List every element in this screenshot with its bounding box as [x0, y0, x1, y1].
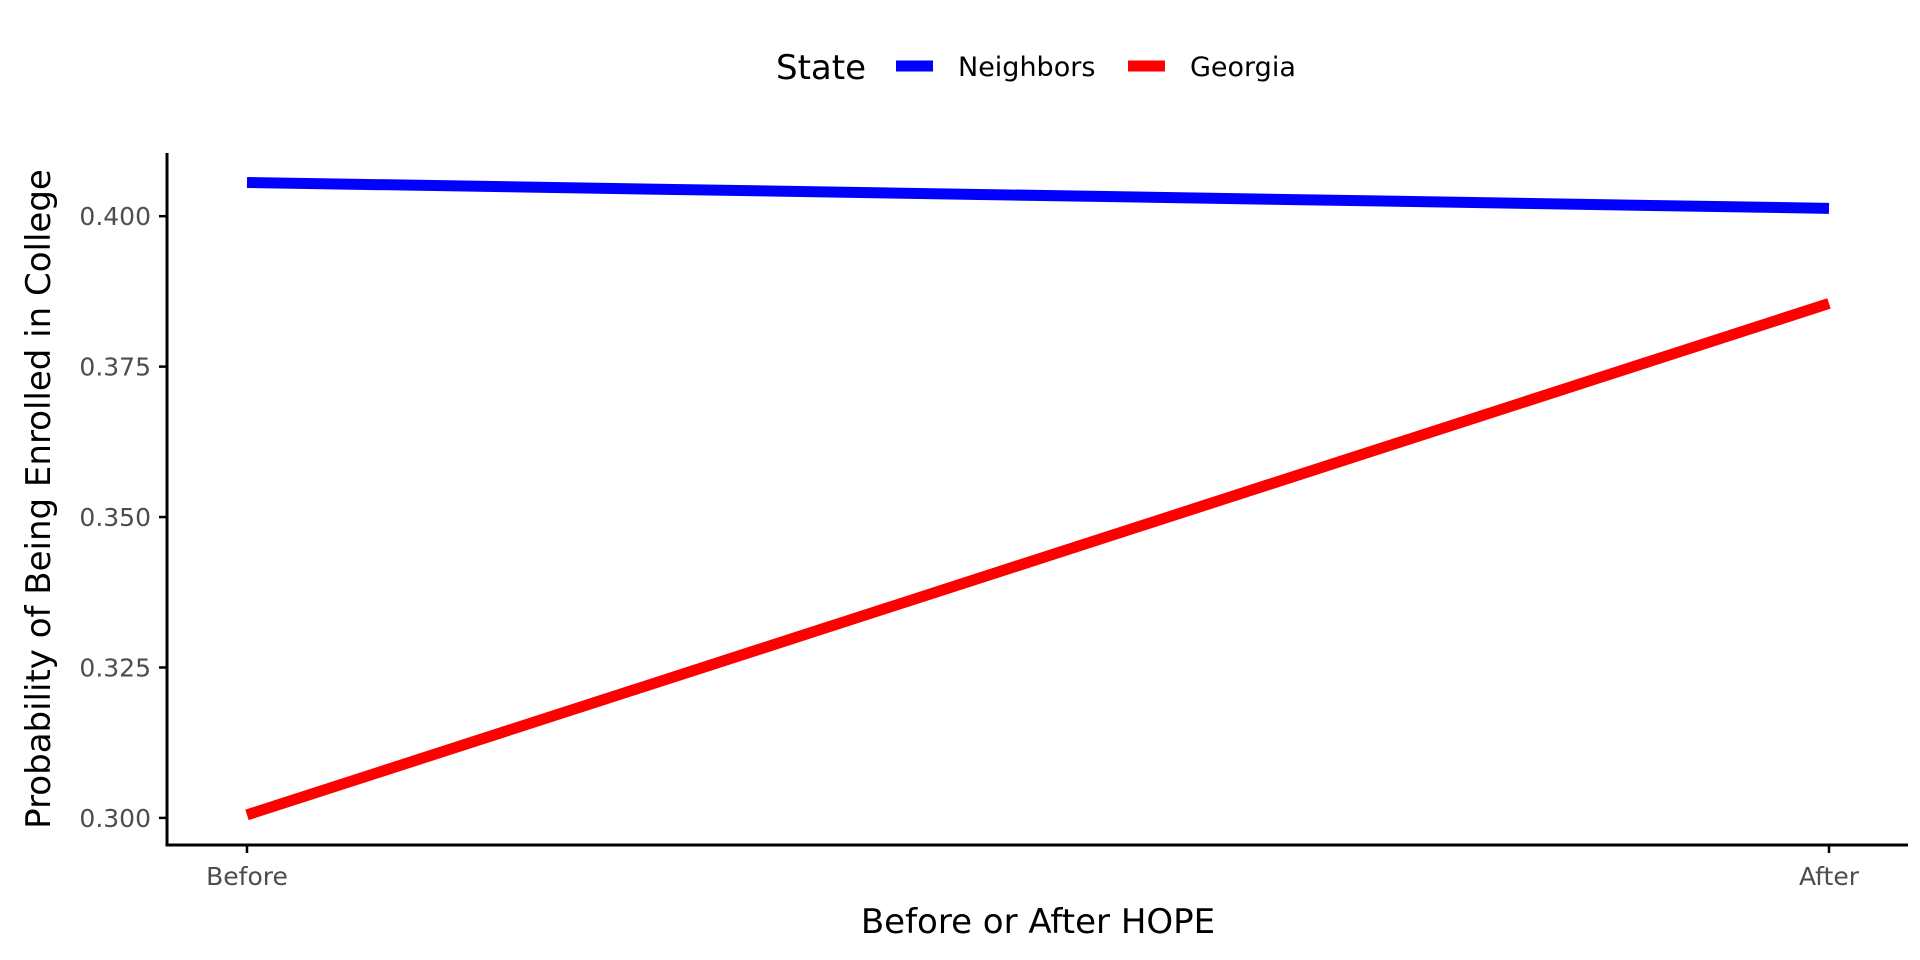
- series-line-georgia: [245, 298, 1831, 821]
- y-tick-label: 0.300: [79, 804, 151, 833]
- legend: State Neighbors Georgia: [776, 48, 1296, 88]
- x-tick-label: Before: [206, 862, 288, 891]
- x-tick-label: After: [1799, 862, 1860, 891]
- series-line-neighbors: [246, 176, 1830, 214]
- y-tick-label: 0.350: [79, 503, 151, 532]
- y-tick-label: 0.325: [79, 653, 151, 682]
- y-tick-label: 0.375: [79, 353, 151, 382]
- y-axis-title: Probability of Being Enrolled in College: [19, 169, 59, 829]
- legend-label-georgia: Georgia: [1190, 52, 1296, 83]
- x-axis-title: Before or After HOPE: [861, 902, 1215, 942]
- y-tick-label: 0.400: [79, 202, 151, 231]
- legend-items: Neighbors Georgia: [896, 52, 1296, 83]
- legend-title: State: [776, 48, 866, 88]
- axes: 0.300 0.325 0.350 0.375 0.400 Before After: [79, 153, 1908, 891]
- series-layer: [245, 176, 1831, 821]
- x-ticks: Before After: [206, 845, 1860, 891]
- y-ticks: 0.300 0.325 0.350 0.375 0.400: [79, 202, 167, 833]
- legend-label-neighbors: Neighbors: [958, 52, 1095, 83]
